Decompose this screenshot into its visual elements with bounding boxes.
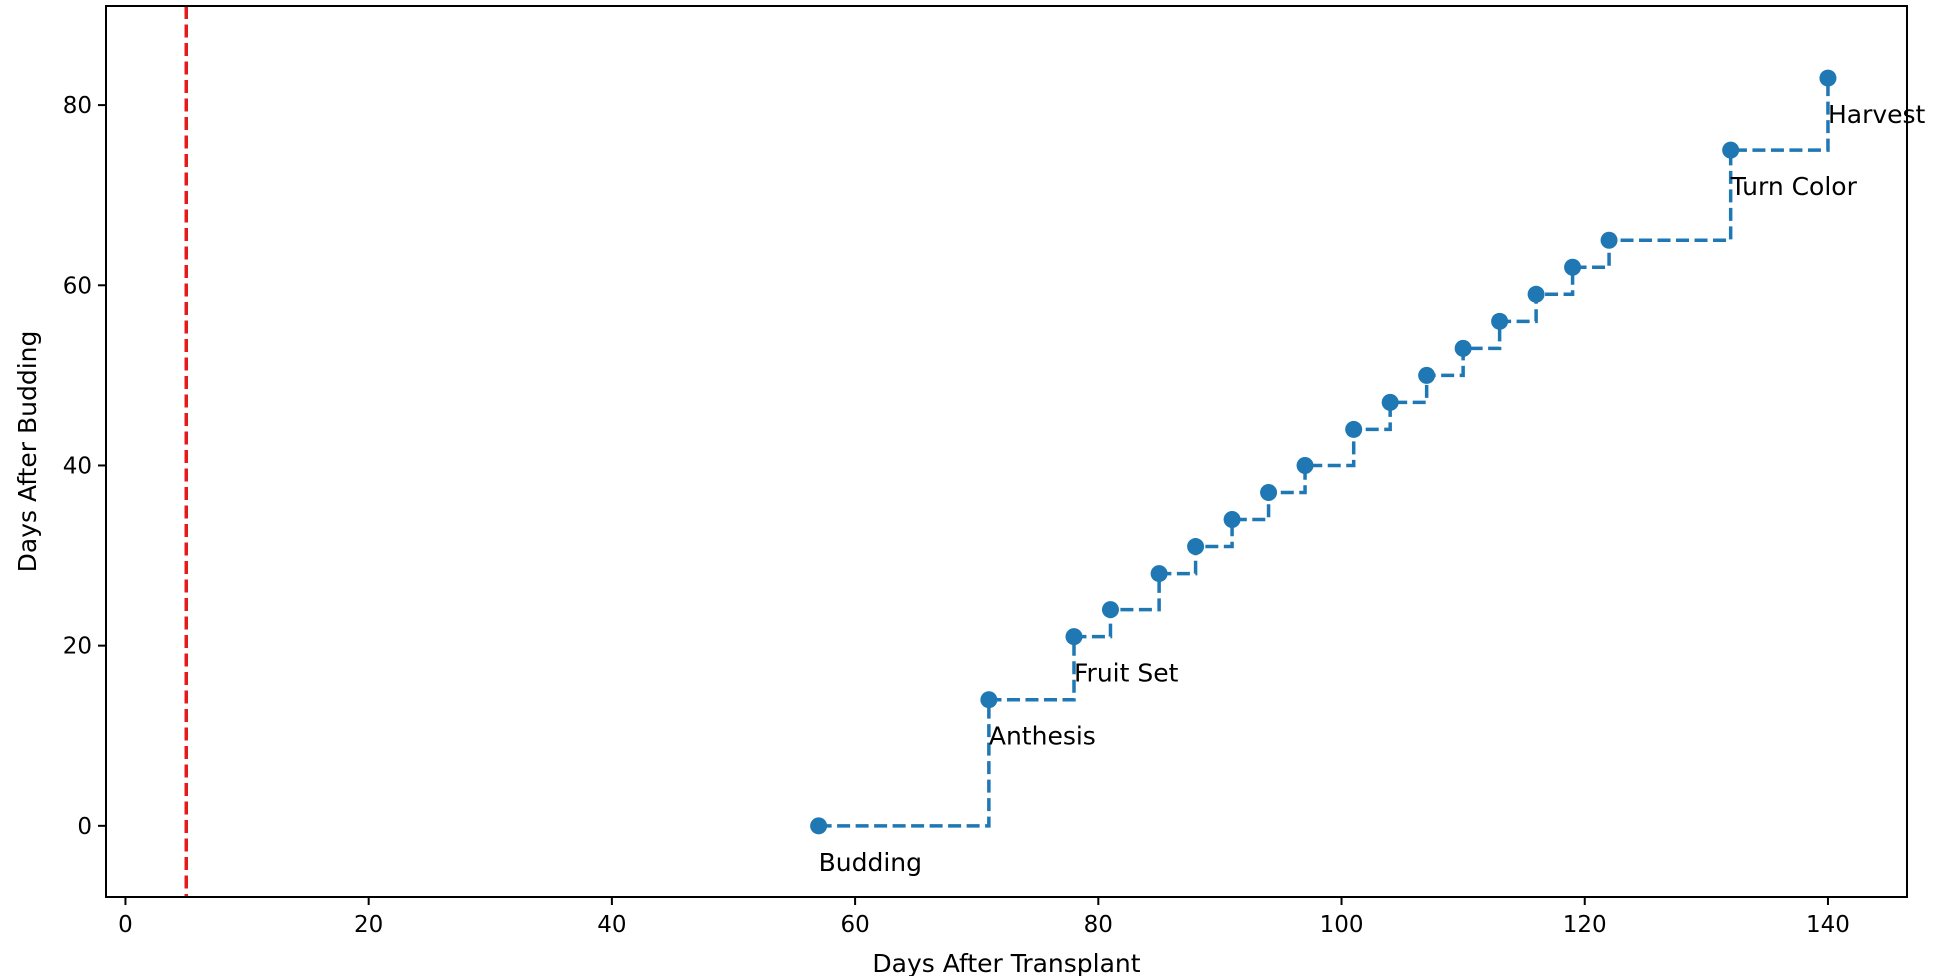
x-tick-label: 100 [1320,912,1364,938]
data-point [1065,628,1083,646]
x-tick-label: 120 [1563,912,1607,938]
data-point [1223,511,1241,529]
data-point [1345,420,1363,438]
axes-layer: 0 20 40 60 80 100 120 140 0 20 40 60 80 [63,93,1850,938]
data-point [1491,312,1509,330]
data-point [1722,141,1740,159]
y-tick-label: 60 [63,273,92,299]
x-tick-label: 80 [1084,912,1113,938]
series-step-line [818,78,1830,828]
data-point [1381,393,1399,411]
x-tick-label: 0 [118,912,133,938]
data-point [1101,601,1119,619]
y-axis-title: Days After Budding [13,331,42,573]
x-tick-label: 20 [354,912,383,938]
data-point [1819,69,1837,87]
data-point [1418,366,1436,384]
y-tick-label: 20 [63,634,92,660]
data-point [980,691,998,709]
data-point [810,817,828,835]
data-point [1296,456,1314,474]
point-annotation: Turn Color [1730,172,1858,201]
y-tick-label: 0 [77,814,92,840]
data-point [1527,285,1545,303]
data-point [1150,565,1168,583]
x-tick-label: 40 [597,912,626,938]
x-axis-title: Days After Transplant [872,949,1140,976]
point-annotation: Fruit Set [1074,659,1179,688]
data-point [1564,258,1582,276]
plot-layer: Budding Anthesis Fruit Set Turn Color Harves… [184,6,1926,897]
plot-frame [105,5,1908,898]
x-tick-label: 60 [840,912,869,938]
y-tick-label: 80 [63,93,92,119]
point-annotation: Anthesis [989,722,1096,751]
data-point [1600,231,1618,249]
y-tick-label: 40 [63,453,92,479]
point-annotation: Budding [819,848,922,877]
data-point [1187,538,1205,556]
data-point [1260,483,1278,501]
point-annotation: Harvest [1828,100,1926,129]
x-tick-label: 140 [1806,912,1850,938]
data-point [1454,339,1472,357]
